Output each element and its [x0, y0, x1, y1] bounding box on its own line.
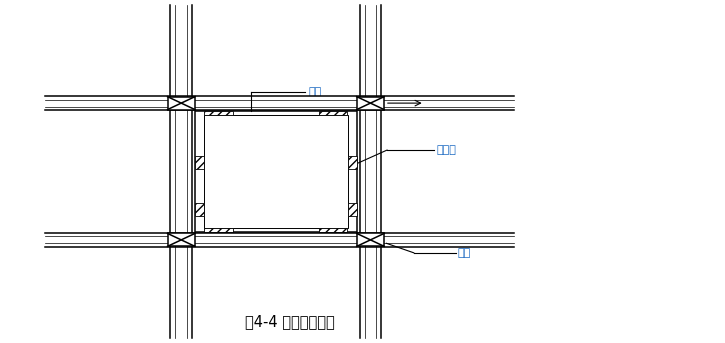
Text: 连向立杆: 连向立杆	[428, 98, 455, 108]
Bar	[348, 156, 357, 169]
Bar	[360, 5, 381, 338]
Bar	[204, 111, 233, 115]
Bar	[45, 96, 514, 110]
Bar	[45, 233, 514, 247]
Bar	[195, 111, 357, 232]
Bar	[348, 203, 357, 216]
Bar	[167, 234, 195, 246]
Bar	[319, 228, 347, 232]
Bar	[360, 5, 381, 338]
Bar	[357, 97, 384, 109]
Bar	[204, 228, 233, 232]
Text: 扣件: 扣件	[457, 248, 471, 258]
Bar	[204, 115, 348, 228]
Bar	[319, 111, 347, 115]
Text: 垫木: 垫木	[308, 86, 322, 96]
Bar	[204, 115, 348, 228]
Bar	[195, 203, 204, 216]
Bar	[167, 97, 195, 109]
Bar	[357, 234, 384, 246]
Bar	[170, 5, 192, 338]
Bar	[170, 5, 192, 338]
Bar	[45, 96, 514, 110]
Bar	[45, 233, 514, 247]
Text: 短钢管: 短钢管	[436, 145, 456, 155]
Bar	[195, 156, 204, 169]
Text: 图4-4 刚性连接之二: 图4-4 刚性连接之二	[245, 314, 335, 329]
